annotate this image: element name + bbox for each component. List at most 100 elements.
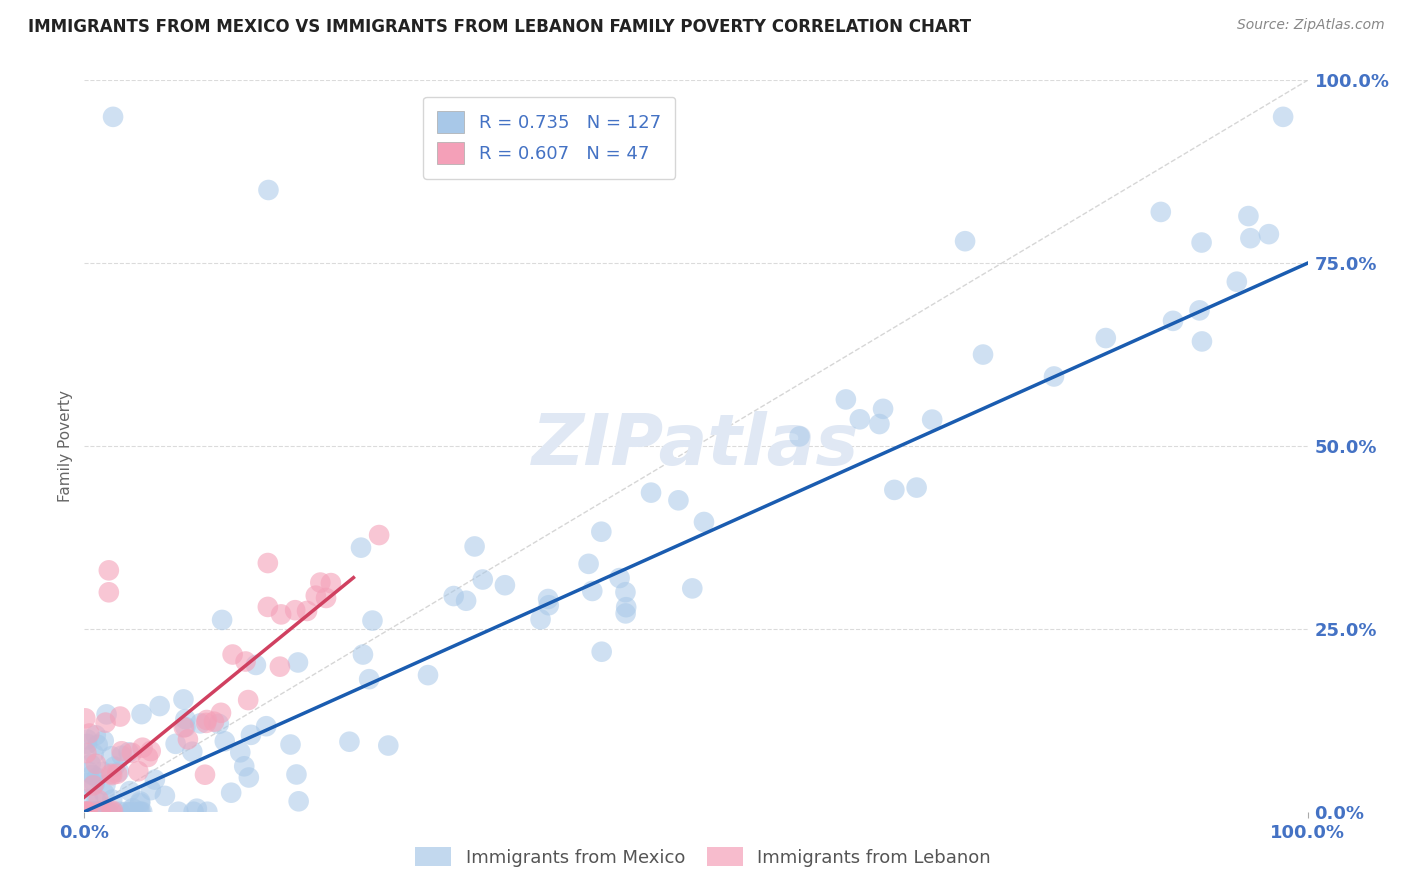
Point (131, 707, 153, 722)
Point (315, 591, 337, 605)
Point (1043, 369, 1066, 384)
Point (238, 771, 260, 785)
Point (173, 720, 195, 734)
Point (287, 656, 309, 670)
Point (110, 748, 132, 763)
Point (96, 805, 118, 819)
Point (195, 805, 218, 819)
Point (195, 715, 218, 730)
Point (76, 805, 98, 819)
Point (229, 745, 252, 759)
Point (149, 699, 172, 714)
Point (285, 767, 308, 781)
Text: Source: ZipAtlas.com: Source: ZipAtlas.com (1237, 18, 1385, 32)
Point (953, 234, 976, 248)
Point (84, 728, 107, 742)
Point (233, 759, 256, 773)
Point (139, 744, 162, 758)
Point (270, 607, 292, 622)
Point (872, 401, 894, 416)
Point (76, 732, 98, 747)
Point (1161, 314, 1184, 328)
Point (100, 805, 122, 819)
Point (693, 515, 716, 529)
Point (75, 805, 97, 819)
Point (101, 804, 124, 818)
Point (75, 805, 97, 819)
Point (82, 768, 104, 782)
Point (361, 614, 384, 628)
Point (79, 726, 101, 740)
Point (309, 575, 332, 590)
Point (835, 392, 858, 407)
Point (97, 585, 120, 599)
Point (1272, 110, 1295, 124)
Point (165, 737, 187, 751)
Point (75, 746, 97, 760)
Point (105, 766, 128, 780)
Point (127, 764, 149, 779)
Point (83, 747, 105, 761)
Point (269, 659, 291, 673)
Point (100, 749, 122, 764)
Point (87, 793, 110, 807)
Point (118, 784, 141, 798)
Point (254, 719, 277, 733)
Point (537, 592, 560, 607)
Point (235, 655, 257, 669)
Point (90, 805, 112, 819)
Point (131, 805, 153, 819)
Point (1226, 275, 1249, 289)
Point (86, 771, 108, 785)
Point (100, 767, 122, 781)
Point (238, 693, 260, 707)
Point (368, 528, 391, 542)
Point (101, 792, 124, 806)
Point (153, 789, 176, 803)
Point (108, 709, 131, 723)
Point (103, 759, 125, 773)
Point (208, 717, 231, 731)
Point (186, 802, 208, 816)
Point (195, 713, 218, 727)
Point (139, 783, 162, 797)
Point (129, 795, 152, 809)
Point (1191, 334, 1213, 349)
Point (94, 778, 117, 792)
Point (1094, 331, 1116, 345)
Point (1150, 205, 1173, 219)
Point (82, 778, 104, 792)
Point (1188, 303, 1211, 318)
Point (245, 657, 267, 672)
Point (416, 668, 439, 682)
Point (188, 716, 211, 731)
Point (305, 589, 328, 603)
Point (214, 734, 236, 748)
Point (75, 711, 97, 725)
Point (86, 738, 108, 752)
Point (76, 805, 98, 819)
Point (640, 485, 662, 500)
Point (79, 805, 101, 819)
Point (97, 563, 120, 577)
Point (183, 805, 205, 819)
Point (94, 805, 117, 819)
Point (117, 745, 139, 759)
Point (257, 556, 280, 570)
Point (77, 792, 100, 806)
Point (94, 715, 117, 730)
Point (869, 417, 891, 431)
Point (121, 746, 143, 760)
Point (257, 599, 280, 614)
Point (101, 110, 124, 124)
Point (849, 412, 872, 426)
Point (668, 493, 690, 508)
Point (79, 757, 101, 772)
Point (581, 584, 603, 599)
Point (614, 607, 637, 621)
Point (614, 600, 637, 615)
Point (167, 805, 190, 819)
Point (91, 764, 114, 779)
Point (87, 805, 110, 819)
Point (128, 805, 150, 819)
